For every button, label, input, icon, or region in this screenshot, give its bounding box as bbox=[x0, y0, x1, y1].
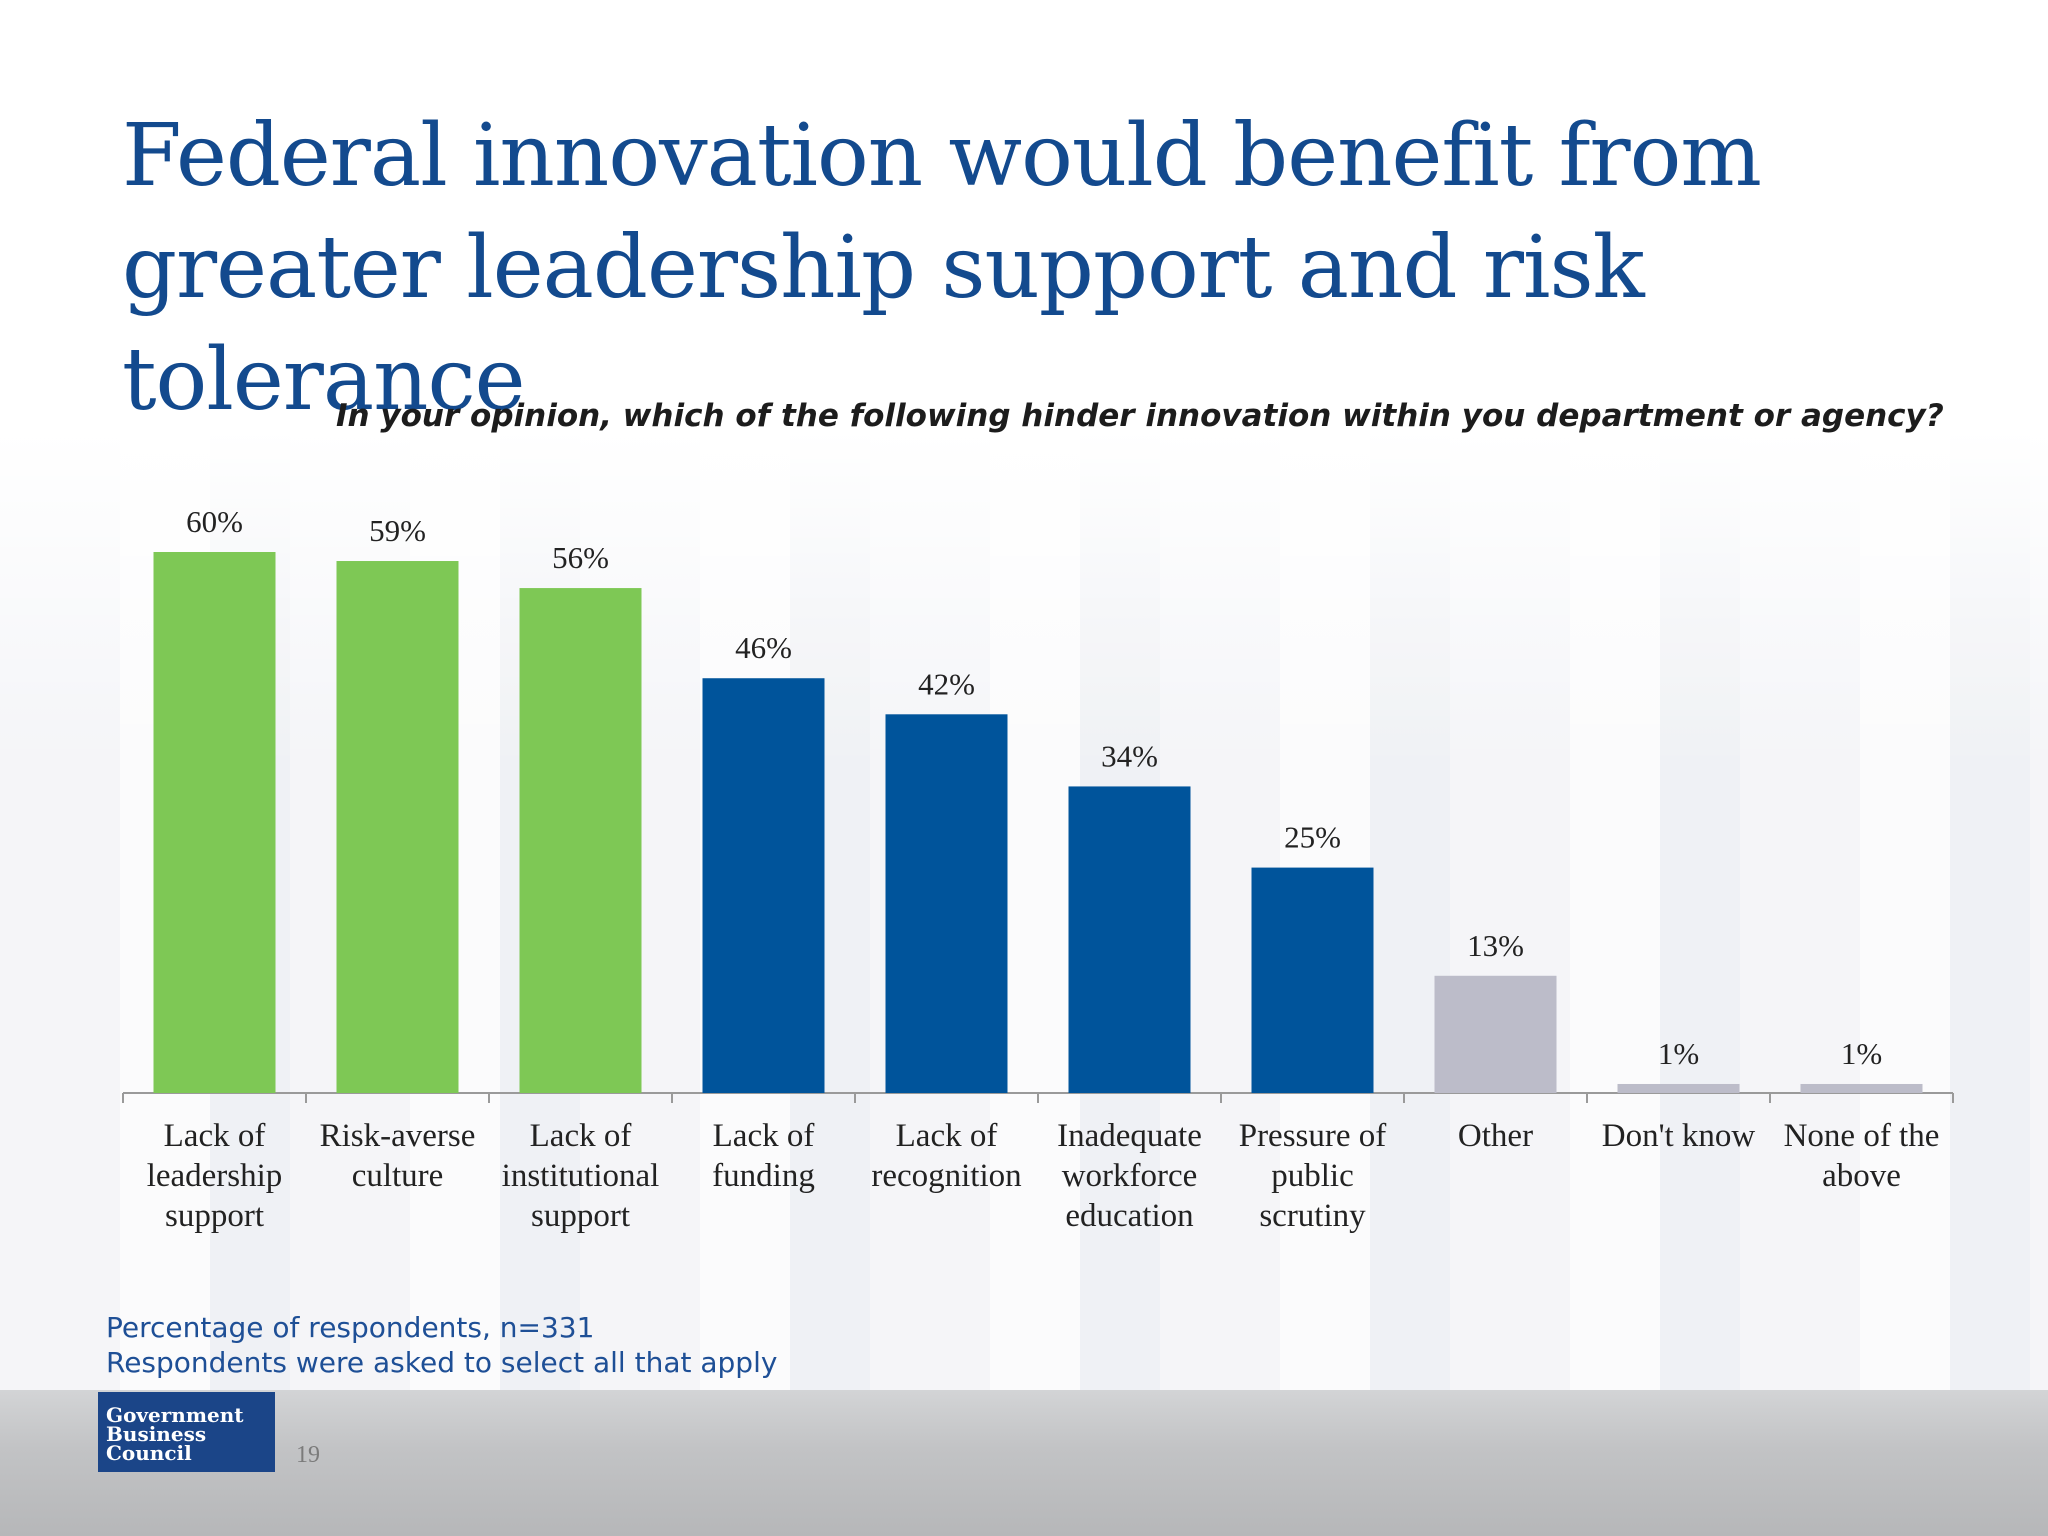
bar bbox=[519, 588, 642, 1093]
bar bbox=[702, 678, 825, 1093]
category-label: above bbox=[1822, 1158, 1901, 1194]
note-sample-size: Percentage of respondents, n=331 bbox=[106, 1311, 595, 1344]
category-label: Lack of bbox=[164, 1118, 266, 1154]
category-label: support bbox=[165, 1198, 264, 1234]
note-select-all: Respondents were asked to select all tha… bbox=[106, 1346, 778, 1379]
category-label: support bbox=[531, 1198, 630, 1234]
data-label: 56% bbox=[552, 540, 609, 575]
title-line-1: Federal innovation would benefit from bbox=[122, 106, 1762, 206]
data-label: 13% bbox=[1467, 928, 1524, 963]
page-number: 19 bbox=[296, 1442, 320, 1468]
bar bbox=[153, 552, 276, 1093]
data-label: 25% bbox=[1284, 820, 1341, 855]
data-label: 46% bbox=[735, 630, 792, 665]
title-line-2: greater leadership support and risk tole… bbox=[122, 218, 1645, 430]
data-label: 59% bbox=[369, 513, 426, 548]
category-label: leadership bbox=[147, 1158, 283, 1194]
bar bbox=[1617, 1083, 1740, 1093]
category-label: institutional bbox=[502, 1158, 660, 1194]
data-label: 1% bbox=[1841, 1036, 1882, 1071]
logo-line-3: Council bbox=[106, 1441, 192, 1465]
category-label: workforce bbox=[1062, 1158, 1198, 1194]
logo-line-1: Government bbox=[106, 1403, 244, 1427]
category-label: recognition bbox=[871, 1158, 1021, 1194]
bar bbox=[1434, 975, 1557, 1093]
bar-chart: 60% Lack of leadership support 59% Risk-avers… bbox=[122, 504, 1954, 1234]
bar bbox=[885, 714, 1008, 1093]
bar bbox=[336, 561, 459, 1093]
category-label: Don't know bbox=[1602, 1118, 1756, 1154]
government-business-council-logo: Government Business Council bbox=[98, 1392, 275, 1472]
data-label: 1% bbox=[1658, 1036, 1699, 1071]
category-label: None of the bbox=[1784, 1118, 1940, 1154]
category-label: Risk-averse bbox=[320, 1118, 476, 1154]
category-label: Pressure of bbox=[1239, 1118, 1387, 1154]
data-label: 42% bbox=[918, 666, 975, 701]
chart-question: In your opinion, which of the following … bbox=[336, 398, 1944, 434]
bar bbox=[1251, 867, 1374, 1093]
category-label: Other bbox=[1458, 1118, 1533, 1154]
bar bbox=[1800, 1083, 1923, 1093]
category-label: public bbox=[1271, 1158, 1353, 1194]
logo-line-2: Business bbox=[106, 1422, 207, 1446]
category-label: culture bbox=[352, 1158, 444, 1194]
chart-notes: Percentage of respondents, n=331 Respond… bbox=[106, 1310, 777, 1380]
category-label: education bbox=[1065, 1198, 1193, 1234]
slide-title: Federal innovation would benefit from gr… bbox=[122, 100, 2002, 436]
category-label: Lack of bbox=[713, 1118, 815, 1154]
category-label: funding bbox=[712, 1158, 815, 1194]
bar bbox=[1068, 786, 1191, 1093]
data-label: 60% bbox=[186, 504, 243, 539]
footer-bar bbox=[0, 1390, 2048, 1536]
category-label: Lack of bbox=[896, 1118, 998, 1154]
data-label: 34% bbox=[1101, 738, 1158, 773]
category-label: Lack of bbox=[530, 1118, 632, 1154]
category-label: Inadequate bbox=[1057, 1118, 1202, 1154]
category-label: scrutiny bbox=[1259, 1198, 1366, 1234]
